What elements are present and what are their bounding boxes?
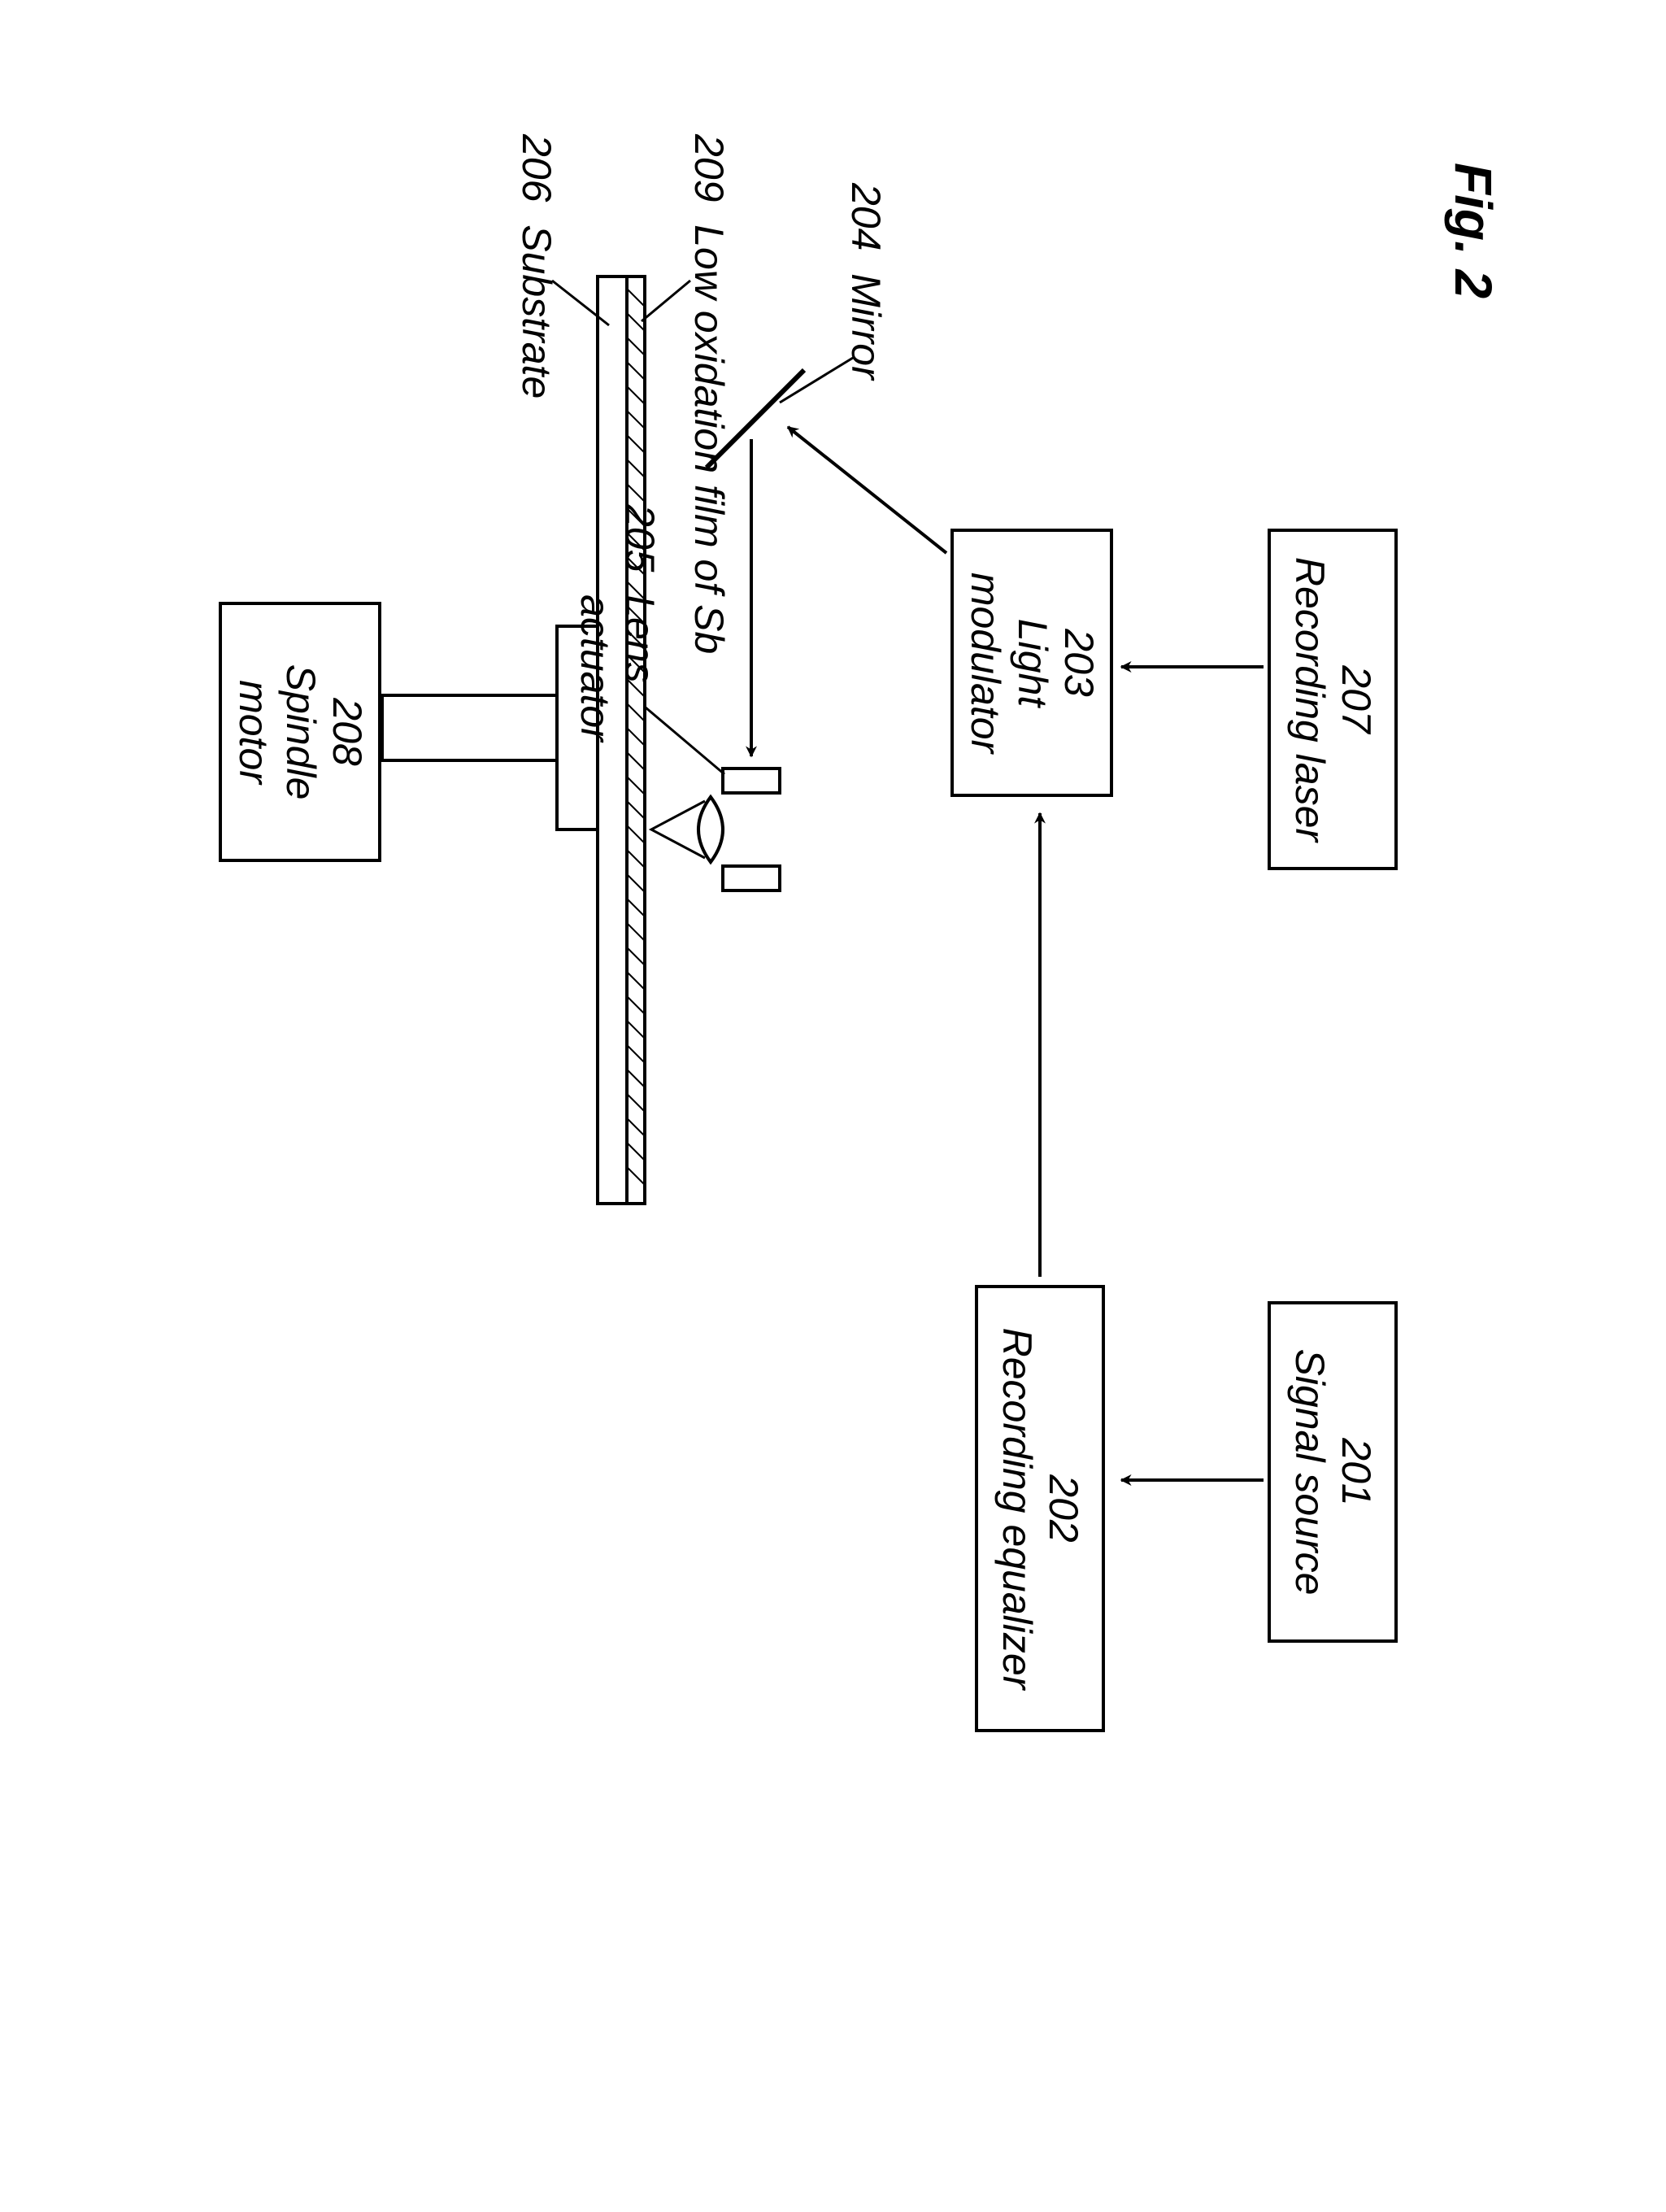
label-spindle-motor-1: Spindle: [276, 664, 324, 800]
box-spindle-motor: 208 Spindle motor: [219, 602, 381, 862]
text-mirror: Mirror: [843, 273, 889, 380]
box-light-modulator: 203 Light modulator: [950, 529, 1113, 797]
label-mirror: 204 Mirror: [842, 183, 890, 380]
text-lens: Lens: [617, 594, 663, 682]
label-recording-laser: Recording laser: [1286, 557, 1333, 842]
num-201: 201: [1333, 1438, 1380, 1505]
text-low-ox: Low oxidation film of Sb: [686, 224, 732, 654]
label-light-modulator-2: modulator: [962, 573, 1009, 753]
label-signal-source: Signal source: [1286, 1349, 1333, 1596]
num-206: 206: [514, 134, 559, 202]
num-207: 207: [1333, 665, 1380, 733]
diagram-svg: [0, 0, 1666, 2212]
label-low-ox: 209 Low oxidation film of Sb: [686, 134, 731, 654]
num-209: 209: [686, 134, 732, 202]
num-203: 203: [1055, 629, 1103, 696]
text-actuator: actuator: [572, 594, 618, 742]
label-substrate: 206 Substrate: [513, 134, 560, 398]
box-recording-laser: 207 Recording laser: [1268, 529, 1398, 870]
label-spindle-motor-2: motor: [230, 680, 277, 784]
diagram-canvas: Fig. 2: [0, 0, 1666, 2212]
box-recording-equalizer: 202 Recording equalizer: [975, 1285, 1105, 1732]
label-light-modulator-1: Light: [1008, 619, 1055, 707]
label-recording-equalizer: Recording equalizer: [994, 1328, 1041, 1690]
num-208: 208: [324, 698, 371, 765]
num-202: 202: [1040, 1474, 1087, 1542]
num-205: 205: [617, 504, 663, 572]
text-substrate: Substrate: [514, 224, 559, 398]
box-signal-source: 201 Signal source: [1268, 1301, 1398, 1643]
label-lens-actuator: 205 Lens actuator: [572, 504, 662, 742]
num-204: 204: [843, 183, 889, 250]
